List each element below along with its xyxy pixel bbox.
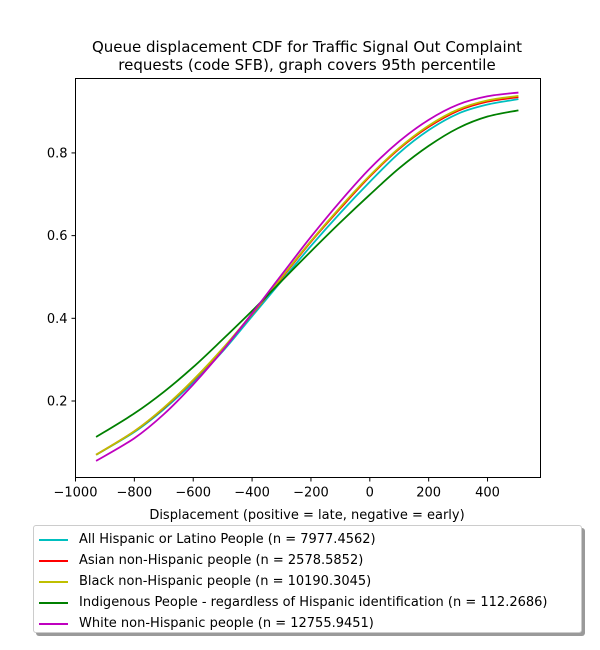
legend-swatch xyxy=(39,559,68,562)
y-axis-ticks: 0.2 0.4 0.6 0.8 xyxy=(47,146,76,410)
y-tick-label: 0.6 xyxy=(47,229,68,244)
legend-label: All Hispanic or Latino People (n = 7977.… xyxy=(79,532,376,547)
legend-swatch xyxy=(39,580,68,583)
legend-item: Indigenous People - regardless of Hispan… xyxy=(34,592,581,613)
x-tick-label: −800 xyxy=(117,486,153,501)
series-line xyxy=(95,91,519,462)
x-tick-label: 400 xyxy=(475,486,500,501)
x-tick-label: −200 xyxy=(293,486,329,501)
chart-title-line-1: Queue displacement CDF for Traffic Signa… xyxy=(92,38,522,56)
x-axis-ticks: −1000 −800 −600 −400 −200 0 200 400 xyxy=(54,477,500,501)
plot-frame xyxy=(75,78,541,478)
x-tick-label: 0 xyxy=(366,486,374,501)
legend-label: Black non-Hispanic people (n = 10190.304… xyxy=(79,574,372,589)
series-line xyxy=(95,98,519,456)
legend-swatch xyxy=(39,538,68,541)
series-line xyxy=(95,109,519,438)
x-tick-label: −400 xyxy=(234,486,270,501)
y-tick-label: 0.4 xyxy=(47,312,68,327)
legend-swatch xyxy=(39,622,68,625)
plot-lines xyxy=(95,91,519,462)
legend-label: White non-Hispanic people (n = 12755.945… xyxy=(79,616,374,631)
y-tick-label: 0.2 xyxy=(47,395,68,410)
legend-label: Indigenous People - regardless of Hispan… xyxy=(79,595,548,610)
series-line xyxy=(95,96,519,456)
x-tick-label: −600 xyxy=(175,486,211,501)
x-axis-label: Displacement (positive = late, negative … xyxy=(149,508,464,523)
chart: Queue displacement CDF for Traffic Signa… xyxy=(47,38,541,523)
legend-label: Asian non-Hispanic people (n = 2578.5852… xyxy=(79,553,364,568)
x-tick-label: 200 xyxy=(416,486,441,501)
x-tick-label: −1000 xyxy=(54,486,98,501)
y-tick-label: 0.8 xyxy=(47,146,68,161)
legend: All Hispanic or Latino People (n = 7977.… xyxy=(33,525,582,633)
series-line xyxy=(95,94,519,456)
legend-item: All Hispanic or Latino People (n = 7977.… xyxy=(34,529,581,550)
legend-item: Black non-Hispanic people (n = 10190.304… xyxy=(34,571,581,592)
legend-item: White non-Hispanic people (n = 12755.945… xyxy=(34,613,581,634)
legend-item: Asian non-Hispanic people (n = 2578.5852… xyxy=(34,550,581,571)
legend-swatch xyxy=(39,601,68,604)
chart-title-line-2: requests (code SFB), graph covers 95th p… xyxy=(118,56,495,74)
